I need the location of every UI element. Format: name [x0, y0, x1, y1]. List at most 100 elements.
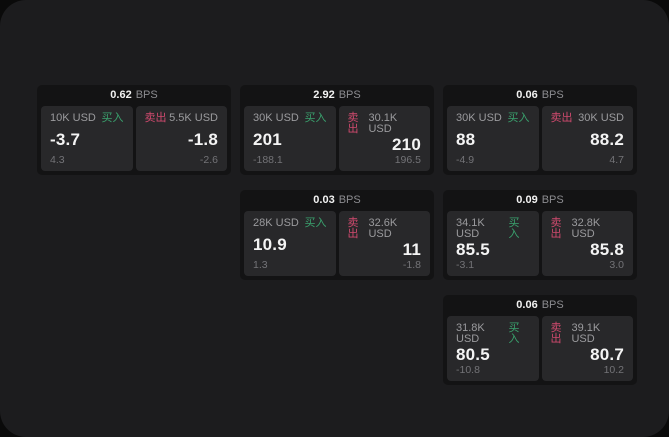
buy-notional-label: 30K USD — [253, 112, 299, 124]
sell-tile-header: 卖出 30K USD — [551, 113, 625, 124]
buy-side-label: 买入 — [508, 217, 520, 240]
sell-tile[interactable]: 卖出 32.6K USD 11 -1.8 — [338, 211, 430, 276]
sell-side-label: 卖出 — [347, 112, 359, 135]
buy-tile[interactable]: 30K USD 买入 88 -4.9 — [447, 106, 539, 171]
sell-tile-header: 卖出 5.5K USD — [145, 113, 219, 124]
card-header: 0.09 BPS — [443, 190, 637, 211]
buy-price: 80.5 — [456, 345, 490, 365]
sell-delta: -2.6 — [199, 153, 218, 166]
sell-delta: 3.0 — [609, 258, 624, 271]
sell-notional-label: 39.1K USD — [571, 322, 601, 345]
bps-value: 0.06 — [516, 89, 538, 101]
card-header: 2.92 BPS — [240, 85, 434, 106]
sell-price: 11 — [402, 240, 421, 260]
buy-tile-header: 28K USD 买入 — [253, 218, 327, 229]
buy-price: 201 — [253, 129, 282, 149]
sell-notional-label: 32.6K USD — [368, 217, 398, 240]
sell-side-label: 卖出 — [550, 217, 562, 240]
quote-card: 0.06 BPS 31.8K USD 买入 80.5 -10.8 卖出 39.1… — [443, 295, 637, 385]
quote-card: 2.92 BPS 30K USD 买入 201 -188.1 卖出 30.1K … — [240, 85, 434, 175]
sell-tile-header: 卖出 32.8K USD — [551, 218, 625, 240]
sell-price: 88.2 — [590, 129, 624, 149]
bps-value: 0.06 — [516, 299, 538, 311]
buy-side-label: 买入 — [508, 322, 520, 345]
card-header: 0.03 BPS — [240, 190, 434, 211]
sell-delta: 10.2 — [603, 363, 624, 376]
sell-delta: 4.7 — [609, 153, 624, 166]
card-body: 28K USD 买入 10.9 1.3 卖出 32.6K USD 11 -1.8 — [240, 211, 434, 280]
card-header: 0.06 BPS — [443, 295, 637, 316]
buy-delta: -10.8 — [456, 363, 480, 376]
buy-notional-label: 10K USD — [50, 112, 96, 124]
buy-price: 85.5 — [456, 240, 490, 260]
bps-unit-label: BPS — [541, 194, 564, 206]
buy-side-label: 买入 — [304, 112, 327, 124]
buy-price: 10.9 — [253, 234, 287, 254]
buy-tile[interactable]: 31.8K USD 买入 80.5 -10.8 — [447, 316, 539, 381]
sell-side-label: 卖出 — [550, 322, 562, 345]
bps-value: 0.09 — [516, 194, 538, 206]
buy-tile[interactable]: 30K USD 买入 201 -188.1 — [244, 106, 336, 171]
sell-price: -1.8 — [187, 129, 218, 149]
buy-notional-label: 34.1K USD — [456, 217, 485, 240]
bps-value: 0.62 — [110, 89, 132, 101]
buy-delta: -4.9 — [456, 153, 475, 166]
sell-tile[interactable]: 卖出 5.5K USD -1.8 -2.6 — [135, 106, 227, 171]
buy-tile[interactable]: 28K USD 买入 10.9 1.3 — [244, 211, 336, 276]
card-body: 30K USD 买入 201 -188.1 卖出 30.1K USD 210 1… — [240, 106, 434, 175]
sell-tile[interactable]: 卖出 30.1K USD 210 196.5 — [338, 106, 430, 171]
buy-delta: 1.3 — [253, 258, 268, 271]
bps-value: 0.03 — [313, 194, 335, 206]
buy-delta: -188.1 — [253, 153, 283, 166]
buy-tile-header: 34.1K USD 买入 — [456, 218, 530, 240]
quote-card: 0.09 BPS 34.1K USD 买入 85.5 -3.1 卖出 32.8K… — [443, 190, 637, 280]
sell-tile[interactable]: 卖出 30K USD 88.2 4.7 — [541, 106, 633, 171]
bps-unit-label: BPS — [541, 299, 564, 311]
sell-tile-header: 卖出 30.1K USD — [348, 113, 422, 135]
bps-unit-label: BPS — [338, 194, 361, 206]
buy-tile-header: 30K USD 买入 — [253, 113, 327, 124]
sell-notional-label: 32.8K USD — [571, 217, 601, 240]
sell-tile-header: 卖出 39.1K USD — [551, 323, 625, 345]
card-body: 34.1K USD 买入 85.5 -3.1 卖出 32.8K USD 85.8… — [443, 211, 637, 280]
sell-tile-header: 卖出 32.6K USD — [348, 218, 422, 240]
buy-tile[interactable]: 34.1K USD 买入 85.5 -3.1 — [447, 211, 539, 276]
buy-tile-header: 10K USD 买入 — [50, 113, 124, 124]
buy-delta: -3.1 — [456, 258, 475, 271]
quote-card: 0.03 BPS 28K USD 买入 10.9 1.3 卖出 32.6K US… — [240, 190, 434, 280]
sell-notional-label: 30K USD — [578, 112, 624, 124]
buy-side-label: 买入 — [304, 217, 327, 229]
sell-tile[interactable]: 卖出 39.1K USD 80.7 10.2 — [541, 316, 633, 381]
bps-unit-label: BPS — [135, 89, 158, 101]
sell-tile[interactable]: 卖出 32.8K USD 85.8 3.0 — [541, 211, 633, 276]
buy-notional-label: 30K USD — [456, 112, 502, 124]
buy-side-label: 买入 — [507, 112, 530, 124]
quote-card: 0.62 BPS 10K USD 买入 -3.7 4.3 卖出 5.5K USD… — [37, 85, 231, 175]
sell-price: 80.7 — [590, 345, 624, 365]
bps-unit-label: BPS — [338, 89, 361, 101]
sell-side-label: 卖出 — [144, 112, 167, 124]
buy-tile-header: 30K USD 买入 — [456, 113, 530, 124]
sell-side-label: 卖出 — [550, 112, 573, 124]
buy-delta: 4.3 — [50, 153, 65, 166]
sell-side-label: 卖出 — [347, 217, 359, 240]
buy-tile-header: 31.8K USD 买入 — [456, 323, 530, 345]
sell-delta: -1.8 — [402, 258, 421, 271]
quote-cards-grid: 0.62 BPS 10K USD 买入 -3.7 4.3 卖出 5.5K USD… — [37, 85, 637, 385]
bps-value: 2.92 — [313, 89, 335, 101]
card-body: 10K USD 买入 -3.7 4.3 卖出 5.5K USD -1.8 -2.… — [37, 106, 231, 175]
buy-price: 88 — [456, 129, 476, 149]
buy-side-label: 买入 — [101, 112, 124, 124]
sell-delta: 196.5 — [394, 153, 421, 166]
buy-price: -3.7 — [50, 129, 81, 149]
card-header: 0.06 BPS — [443, 85, 637, 106]
bps-unit-label: BPS — [541, 89, 564, 101]
buy-tile[interactable]: 10K USD 买入 -3.7 4.3 — [41, 106, 133, 171]
sell-price: 210 — [392, 135, 421, 155]
buy-notional-label: 31.8K USD — [456, 322, 485, 345]
sell-price: 85.8 — [590, 240, 624, 260]
sell-notional-label: 30.1K USD — [368, 112, 398, 135]
sell-notional-label: 5.5K USD — [169, 112, 218, 124]
card-body: 30K USD 买入 88 -4.9 卖出 30K USD 88.2 4.7 — [443, 106, 637, 175]
